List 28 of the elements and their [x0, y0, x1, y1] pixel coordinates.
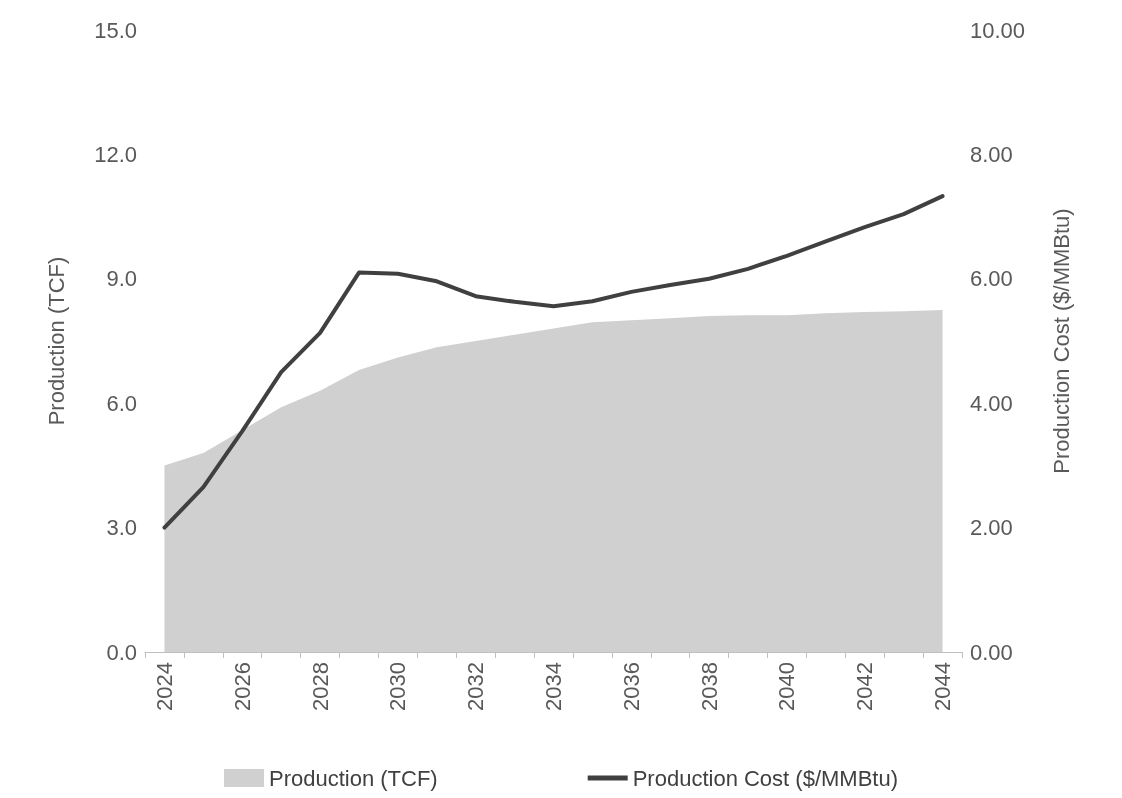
y-tick-label: 12.0	[94, 141, 137, 167]
x-tick-label: 2030	[385, 662, 411, 711]
y2-tick-label: 8.00	[970, 141, 1013, 167]
x-tick-label: 2032	[463, 662, 489, 711]
legend-label: Production Cost ($/MMBtu)	[632, 765, 899, 791]
x-tick-label: 2038	[696, 662, 722, 711]
x-tick-label: 2044	[930, 662, 956, 711]
y2-tick-label: 6.00	[970, 266, 1013, 292]
x-tick-label: 2042	[852, 662, 878, 711]
y-tick-label: 3.0	[106, 515, 137, 541]
y-tick-label: 15.0	[94, 17, 137, 43]
y2-tick-label: 2.00	[970, 515, 1013, 541]
y-tick-label: 9.0	[106, 266, 137, 292]
x-tick-label: 2026	[229, 662, 255, 711]
x-tick-label: 2034	[541, 662, 566, 711]
x-tick-label: 2036	[618, 662, 644, 711]
x-tick-label: 2028	[307, 662, 333, 711]
legend-label: Production (TCF)	[268, 765, 438, 791]
y2-axis-title: Production Cost ($/MMBtu)	[1048, 208, 1074, 474]
y2-tick-label: 10.00	[970, 17, 1026, 43]
y-tick-label: 6.0	[106, 390, 137, 416]
y2-tick-label: 0.00	[970, 639, 1013, 665]
y-tick-label: 0.0	[106, 639, 137, 665]
y2-tick-label: 4.00	[970, 390, 1013, 416]
x-tick-label: 2024	[151, 662, 177, 711]
y-axis-title: Production (TCF)	[43, 256, 69, 426]
x-tick-label: 2040	[774, 662, 800, 711]
line-series	[162, 194, 945, 530]
